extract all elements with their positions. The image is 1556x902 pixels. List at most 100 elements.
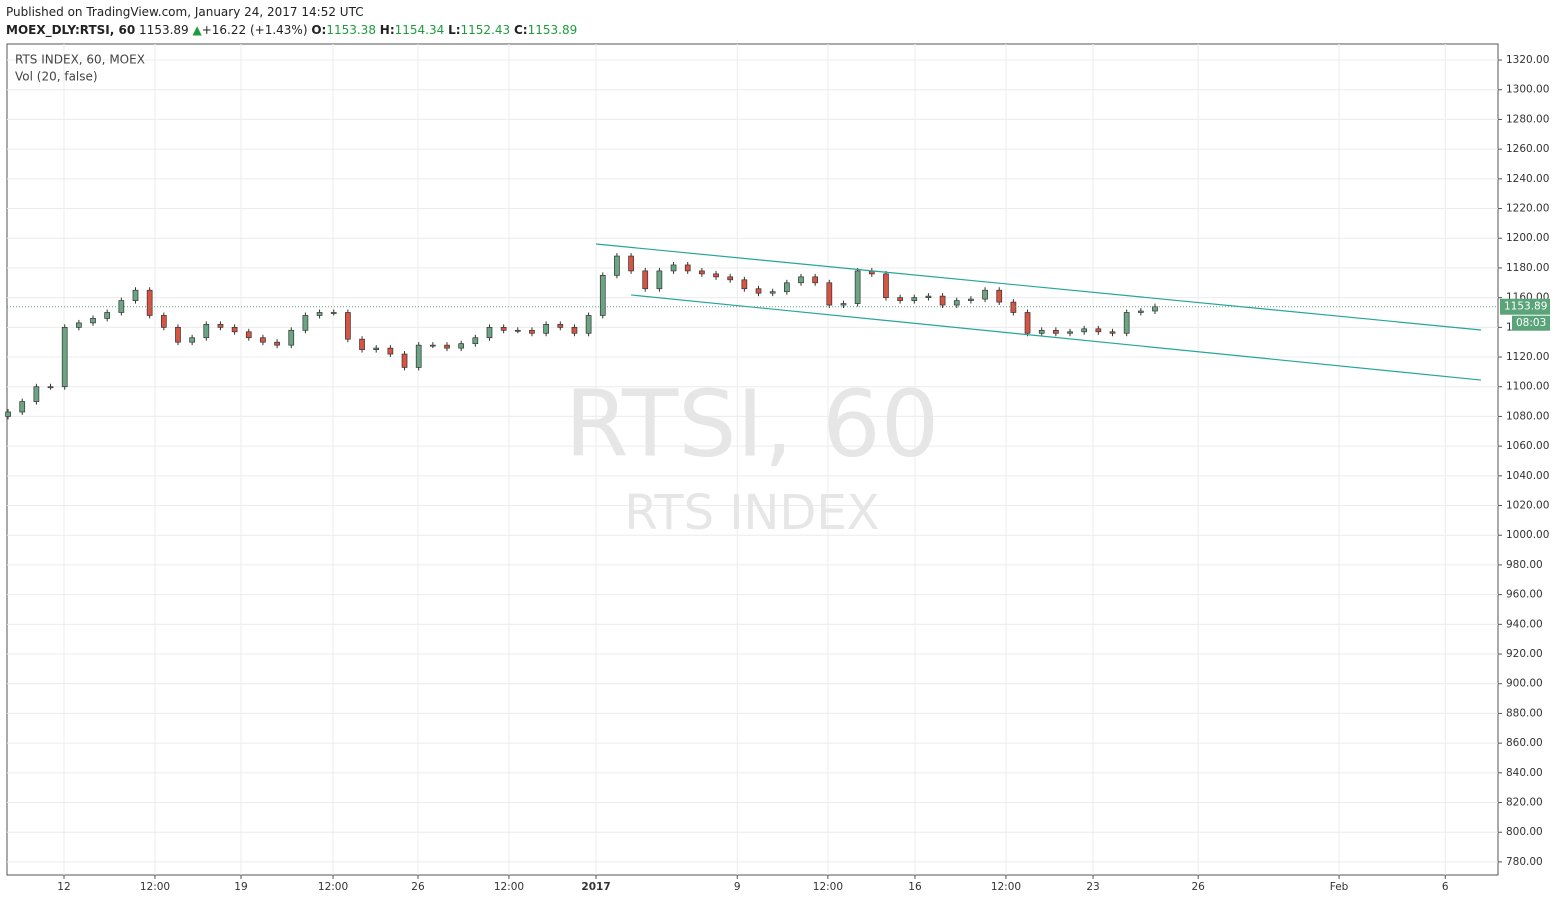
c-label: C: <box>513 23 528 37</box>
x-tick-label: Feb <box>1330 881 1349 893</box>
candle-body <box>47 386 54 389</box>
y-tick-label: 900.00 <box>1506 678 1543 690</box>
countdown-box <box>1512 315 1550 331</box>
y-tick-label: 860.00 <box>1506 737 1543 749</box>
candle-body <box>911 297 918 301</box>
y-tick-label: 780.00 <box>1506 856 1543 868</box>
candle-body <box>429 344 436 347</box>
change: +16.22 (+1.43%) <box>201 23 308 37</box>
candle-body <box>571 326 578 334</box>
y-tick-label: 920.00 <box>1506 648 1543 660</box>
candle-body <box>699 270 705 275</box>
y-tick-label: 960.00 <box>1506 589 1543 601</box>
candle-body <box>628 255 634 272</box>
last-price-label: 1153.89 <box>1504 301 1547 313</box>
plot-frame <box>6 43 1499 876</box>
quote-line: MOEX_DLY:RTSI, 60 1153.89 ▲+16.22 (+1.43… <box>6 21 577 39</box>
y-tick-label: 940.00 <box>1506 618 1543 630</box>
x-tick-label: 19 <box>234 881 247 893</box>
y-tick-label: 820.00 <box>1506 797 1543 809</box>
candle-body <box>840 303 847 306</box>
candle-body <box>883 273 889 298</box>
close: 1153.89 <box>527 23 578 37</box>
candle-body <box>175 326 181 343</box>
y-tick-label: 1300.00 <box>1506 84 1549 96</box>
candle-body <box>217 324 224 328</box>
y-tick-label: 1260.00 <box>1506 143 1549 155</box>
published: Published on TradingView.com, January 24… <box>6 5 364 19</box>
candle-body <box>245 331 252 339</box>
candle-body <box>500 326 507 331</box>
high: 1154.34 <box>394 23 445 37</box>
x-tick-label: 12:00 <box>318 881 348 893</box>
candle-body <box>854 270 861 304</box>
up-arrow: ▲ <box>192 23 202 37</box>
candle-body <box>274 341 280 346</box>
legend-entry: RTS INDEX, 60, MOEX <box>15 53 145 67</box>
candle-body <box>614 255 620 276</box>
y-tick-label: 1200.00 <box>1506 232 1549 244</box>
x-tick-label: 12:00 <box>813 881 843 893</box>
x-tick-label: 9 <box>734 881 741 893</box>
candle-body <box>812 276 819 284</box>
low: 1152.43 <box>460 23 511 37</box>
candle-body <box>755 288 762 294</box>
x-tick-label: 6 <box>1442 881 1449 893</box>
candle-body <box>260 337 266 343</box>
candle-body <box>642 270 649 290</box>
candle-body <box>90 318 96 324</box>
candle-body <box>288 329 295 346</box>
candle-body <box>713 273 719 278</box>
candle-body <box>302 315 309 331</box>
y-tick-label: 880.00 <box>1506 707 1543 719</box>
candle-body <box>656 270 663 290</box>
trendline <box>595 243 1482 331</box>
x-tick-label: 2017 <box>581 881 610 893</box>
candle-body <box>684 264 691 272</box>
y-tick-label: 1320.00 <box>1506 54 1549 66</box>
y-tick-label: 840.00 <box>1506 767 1543 779</box>
candle-body <box>670 264 677 272</box>
candle-body <box>897 297 903 301</box>
candle-body <box>1095 328 1102 333</box>
candle-body <box>543 324 549 334</box>
header: Published on TradingView.com, January 24… <box>6 3 577 39</box>
y-tick-label: 1120.00 <box>1506 351 1549 363</box>
candle-body <box>189 337 195 343</box>
candle-body <box>1067 331 1073 334</box>
candle-body <box>953 300 960 306</box>
y-tick-label: 1000.00 <box>1506 529 1549 541</box>
candle-body <box>1109 331 1116 334</box>
last-price-box <box>1500 298 1550 315</box>
trendline <box>631 294 1482 381</box>
symbol: MOEX_DLY:RTSI, 60 <box>6 23 136 37</box>
candle-body <box>415 344 422 368</box>
candle-body <box>5 411 11 417</box>
candle-body <box>132 289 139 301</box>
candle-body <box>472 337 479 345</box>
countdown-label: 08:03 <box>1516 317 1546 329</box>
candle-body <box>345 312 351 340</box>
candle-body <box>1081 328 1088 333</box>
candle-body <box>1010 301 1017 313</box>
y-tick-label: 1080.00 <box>1506 410 1549 422</box>
candle-body <box>203 324 210 339</box>
watermark: RTSI, 60 <box>565 370 940 477</box>
x-tick-label: 12:00 <box>991 881 1021 893</box>
candle-body <box>727 276 734 281</box>
candle-body <box>599 275 606 316</box>
candle-body <box>939 295 946 306</box>
y-tick-label: 1060.00 <box>1506 440 1549 452</box>
x-tick-label: 12:00 <box>140 881 170 893</box>
candle-body <box>330 312 337 314</box>
candle-body <box>19 401 26 413</box>
candle-body <box>1152 306 1158 312</box>
candle-body <box>231 326 238 333</box>
y-tick-label: 1100.00 <box>1506 381 1549 393</box>
x-tick-label: 12:00 <box>494 881 524 893</box>
x-tick-label: 12 <box>57 881 70 893</box>
candle-body <box>968 298 974 301</box>
y-tick-label: 800.00 <box>1506 826 1543 838</box>
candle-body <box>1024 312 1031 334</box>
candle-body <box>146 289 153 316</box>
